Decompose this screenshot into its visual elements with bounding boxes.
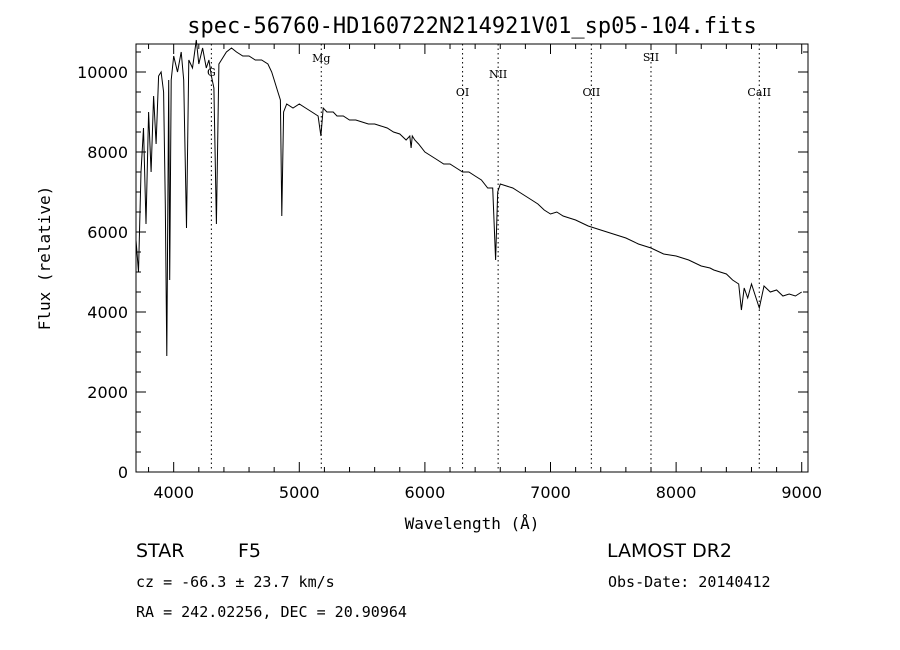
x-tick-label: 7000 — [530, 483, 571, 502]
line-label-caii: CaII — [747, 86, 771, 99]
y-tick-label: 4000 — [87, 303, 128, 322]
y-tick-label: 2000 — [87, 383, 128, 402]
redshift-velocity: cz = -66.3 ± 23.7 km/s — [136, 573, 335, 591]
x-tick-label: 4000 — [153, 483, 194, 502]
observation-date: Obs-Date: 20140412 — [608, 573, 771, 591]
coordinates: RA = 242.02256, DEC = 20.90964 — [136, 603, 407, 621]
survey-label: LAMOST DR2 — [607, 540, 732, 562]
x-tick-label: 8000 — [656, 483, 697, 502]
chart-title: spec-56760-HD160722N214921V01_sp05-104.f… — [187, 14, 757, 39]
line-label-sii: SII — [643, 51, 659, 64]
x-axis-label: Wavelength (Å) — [405, 514, 540, 533]
y-tick-label: 0 — [118, 463, 128, 482]
y-tick-label: 6000 — [87, 223, 128, 242]
x-tick-label: 9000 — [781, 483, 822, 502]
spectrum-line — [135, 39, 802, 357]
spectral-subclass-label: F5 — [238, 540, 262, 562]
y-tick-label: 8000 — [87, 143, 128, 162]
y-tick-label: 10000 — [77, 63, 128, 82]
line-label-g: G — [207, 66, 216, 79]
line-label-nii: NII — [489, 68, 507, 81]
line-label-oi: OI — [456, 86, 469, 99]
x-tick-label: 6000 — [405, 483, 446, 502]
plot-frame — [135, 43, 809, 473]
line-label-mg: Mg — [312, 52, 330, 65]
object-type-label: STAR — [136, 540, 185, 562]
line-label-oii: OII — [582, 86, 600, 99]
y-axis-label: Flux (relative) — [35, 186, 54, 331]
x-tick-label: 5000 — [279, 483, 320, 502]
